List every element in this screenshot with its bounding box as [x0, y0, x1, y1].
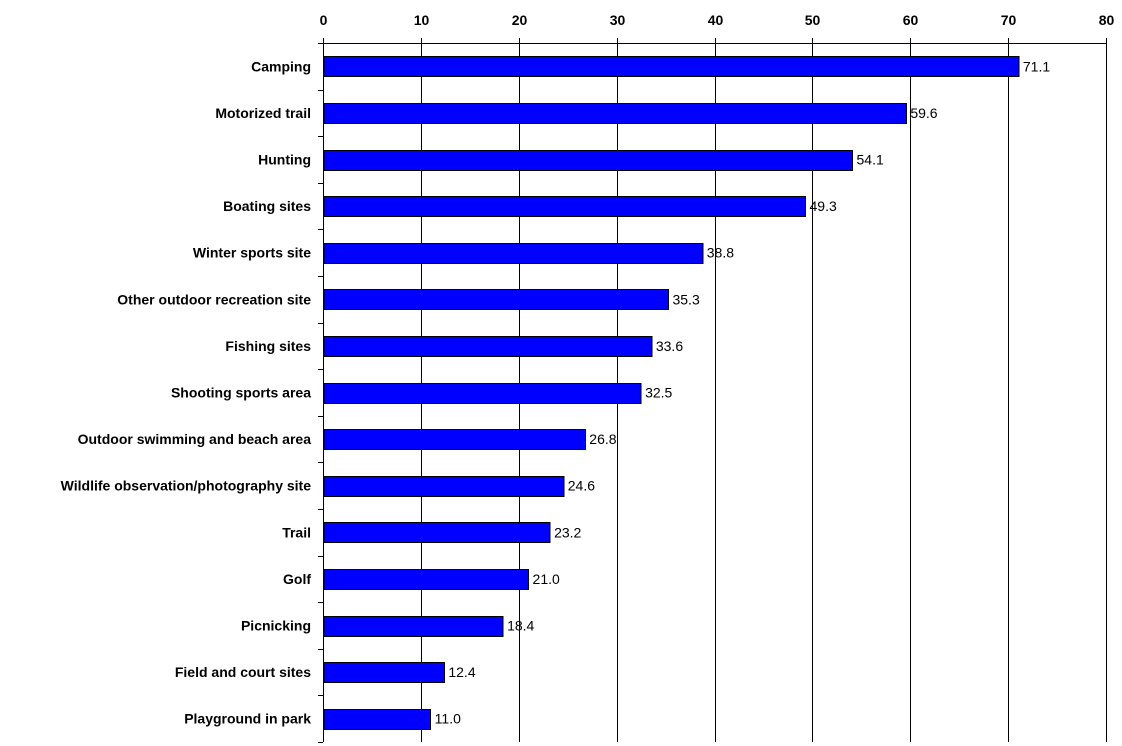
bar	[323, 662, 445, 683]
x-tick-label: 20	[512, 12, 528, 28]
bar	[323, 196, 807, 217]
value-label: 71.1	[1023, 58, 1050, 74]
value-label: 32.5	[645, 385, 672, 401]
value-label: 59.6	[910, 105, 937, 121]
bar	[323, 56, 1020, 77]
category-label: Hunting	[258, 152, 311, 168]
bar	[323, 569, 530, 590]
category-label: Field and court sites	[175, 664, 311, 680]
bars	[323, 56, 1020, 730]
category-label: Motorized trail	[215, 105, 311, 121]
labels: 0 10 20 30 40 50 60 70 80 Camping 71.1 Motorized tr…	[61, 12, 1115, 727]
bar	[323, 429, 586, 450]
value-label: 33.6	[656, 338, 683, 354]
x-tick-label: 70	[1001, 12, 1017, 28]
x-tick-label: 50	[805, 12, 821, 28]
bar	[323, 336, 653, 357]
bar	[323, 383, 642, 404]
x-tick-label: 60	[903, 12, 919, 28]
x-tick-label: 30	[610, 12, 626, 28]
x-tick-label: 40	[708, 12, 724, 28]
category-label: Wildlife observation/photography site	[61, 478, 312, 494]
bar	[323, 289, 669, 310]
axes	[318, 38, 1107, 743]
bar	[323, 522, 551, 543]
value-label: 11.0	[435, 711, 461, 727]
value-label: 23.2	[554, 524, 581, 540]
category-label: Shooting sports area	[171, 385, 311, 401]
value-label: 35.3	[672, 291, 699, 307]
category-label: Outdoor swimming and beach area	[78, 431, 312, 447]
bar	[323, 709, 432, 730]
category-label: Picnicking	[241, 618, 311, 634]
x-tick-label: 0	[320, 12, 328, 28]
category-label: Playground in park	[184, 711, 311, 727]
x-tick-label: 10	[414, 12, 430, 28]
value-label: 49.3	[810, 198, 837, 214]
category-label: Trail	[282, 524, 311, 540]
category-label: Fishing sites	[225, 338, 311, 354]
category-label: Boating sites	[223, 198, 311, 214]
value-label: 26.8	[589, 431, 616, 447]
bar	[323, 243, 704, 264]
x-tick-label: 80	[1099, 12, 1115, 28]
value-label: 21.0	[533, 571, 560, 587]
category-label: Winter sports site	[193, 245, 311, 261]
category-label: Camping	[251, 58, 311, 74]
bar	[323, 476, 565, 497]
category-label: Golf	[283, 571, 311, 587]
value-label: 38.8	[707, 245, 734, 261]
value-label: 18.4	[507, 618, 534, 634]
value-label: 12.4	[448, 664, 475, 680]
bar	[323, 103, 907, 124]
value-label: 24.6	[568, 478, 595, 494]
category-label: Other outdoor recreation site	[117, 291, 311, 307]
bar	[323, 150, 854, 171]
value-label: 54.1	[857, 152, 884, 168]
bar	[323, 616, 504, 637]
